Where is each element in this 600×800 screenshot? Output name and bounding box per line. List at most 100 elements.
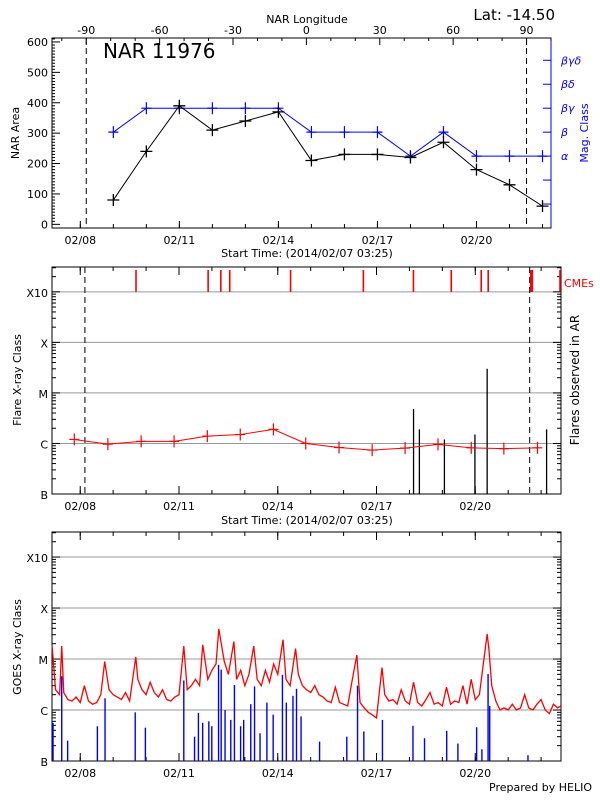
mag-class-point — [240, 102, 251, 115]
cme-label: CMEs — [564, 277, 594, 290]
nar-area-point — [173, 99, 186, 112]
daily-flare-class-point — [102, 438, 113, 451]
mag-class-point — [471, 150, 482, 163]
y-class-label: M — [39, 654, 49, 667]
y-class-label: X10 — [26, 552, 48, 565]
daily-flare-class-point — [235, 428, 246, 441]
x-tick-label: 02/11 — [164, 234, 196, 247]
goes-long-channel-line — [51, 628, 562, 720]
daily-flare-class-point — [466, 441, 477, 454]
daily-flare-class-point — [498, 442, 509, 455]
mag-class-point — [141, 102, 152, 115]
mag-class-point — [108, 126, 119, 139]
daily-flare-class-point — [169, 435, 180, 448]
mag-class-point — [537, 150, 548, 163]
x-tick-label: 02/08 — [64, 500, 96, 513]
panel1-ylabel: NAR Area — [9, 107, 22, 159]
daily-flare-class-point — [433, 438, 444, 451]
nar-area-point — [239, 114, 252, 127]
x-tick-label: 02/14 — [262, 500, 294, 513]
panel2-ylabel: Flare X-ray Class — [11, 334, 24, 426]
mag-class-point — [339, 126, 350, 139]
longitude-tick-label: 0 — [303, 24, 310, 37]
mag-class-tick-label: β — [560, 126, 568, 139]
x-tick-label: 02/08 — [64, 767, 96, 780]
nar-area-line — [112, 105, 543, 207]
panel2-xlabel: Start Time: (2014/02/07 03:25) — [221, 514, 393, 527]
nar-area-point — [470, 163, 483, 176]
y-tick-label: 200 — [27, 158, 48, 171]
x-tick-label: 02/11 — [163, 500, 195, 513]
y-class-label: X10 — [26, 287, 48, 300]
longitude-tick-label: 30 — [373, 24, 387, 37]
daily-flare-class-point — [69, 433, 80, 446]
footer-credit: Prepared by HELIO — [489, 781, 592, 794]
nar-area-point — [305, 154, 318, 167]
mag-class-point — [207, 102, 218, 115]
x-tick-label: 02/11 — [163, 767, 195, 780]
mag-class-tick-label: βγδ — [560, 54, 582, 67]
longitude-tick-label: -90 — [77, 24, 95, 37]
nar-area-point — [503, 178, 516, 191]
nar-area-point — [371, 148, 384, 161]
mag-class-line — [113, 107, 543, 157]
y-class-label: C — [40, 438, 48, 451]
x-tick-label: 02/17 — [361, 767, 393, 780]
mag-class-tick-label: βδ — [560, 78, 575, 91]
panel1-xlabel: Start Time: (2014/02/07 03:25) — [221, 247, 393, 260]
longitude-tick-label: -60 — [151, 24, 169, 37]
x-tick-label: 02/17 — [361, 500, 393, 513]
daily-flare-class-point — [367, 444, 378, 457]
daily-flare-class-point — [532, 441, 543, 454]
nar-area-point — [536, 200, 549, 213]
nar-area-point — [272, 105, 285, 118]
panel1-y2label: Mag. Class — [578, 103, 591, 162]
daily-flare-class-point — [202, 430, 213, 443]
nar-area-point — [338, 148, 351, 161]
longitude-tick-label: 60 — [446, 24, 460, 37]
y-tick-label: 600 — [27, 36, 48, 49]
mag-class-point — [306, 126, 317, 139]
daily-flare-class-point — [268, 423, 279, 436]
daily-flare-class-point — [334, 441, 345, 454]
x-tick-label: 02/17 — [362, 234, 394, 247]
daily-flare-class-point — [400, 442, 411, 455]
daily-flare-class-point — [136, 435, 147, 448]
y-class-label: M — [39, 388, 49, 401]
x-tick-label: 02/20 — [461, 234, 493, 247]
longitude-tick-label: 90 — [520, 24, 534, 37]
nar-area-point — [437, 136, 450, 149]
x-tick-label: 02/20 — [459, 767, 491, 780]
y-class-label: X — [40, 603, 48, 616]
x-tick-label: 02/14 — [263, 234, 295, 247]
y-tick-label: 400 — [27, 97, 48, 110]
mag-class-point — [438, 126, 449, 139]
y-class-label: B — [40, 756, 48, 769]
longitude-tick-label: -30 — [224, 24, 242, 37]
daily-flare-class-point — [300, 437, 311, 450]
panel2-y2label: Flares observed in AR — [568, 315, 582, 445]
y-class-label: C — [40, 705, 48, 718]
y-class-label: B — [40, 489, 48, 502]
y-tick-label: 0 — [41, 218, 48, 231]
mag-class-point — [372, 126, 383, 139]
x-tick-label: 02/20 — [459, 500, 491, 513]
x-tick-label: 02/08 — [64, 234, 96, 247]
y-tick-label: 100 — [27, 188, 48, 201]
mag-class-point — [504, 150, 515, 163]
nar-area-point — [107, 194, 120, 207]
panel2-frame — [51, 266, 562, 495]
top-axis-title: NAR Longitude — [266, 13, 348, 26]
nar-area-point — [404, 151, 417, 164]
y-tick-label: 500 — [27, 66, 48, 79]
nar-area-point — [140, 145, 153, 158]
mag-class-tick-label: α — [561, 150, 569, 163]
x-tick-label: 02/14 — [262, 767, 294, 780]
y-tick-label: 300 — [27, 127, 48, 140]
mag-class-tick-label: βγ — [560, 102, 575, 115]
y-class-label: X — [40, 337, 48, 350]
latitude-label: Lat: -14.50 — [473, 6, 555, 24]
panel3-ylabel: GOES X-ray Class — [11, 599, 24, 695]
